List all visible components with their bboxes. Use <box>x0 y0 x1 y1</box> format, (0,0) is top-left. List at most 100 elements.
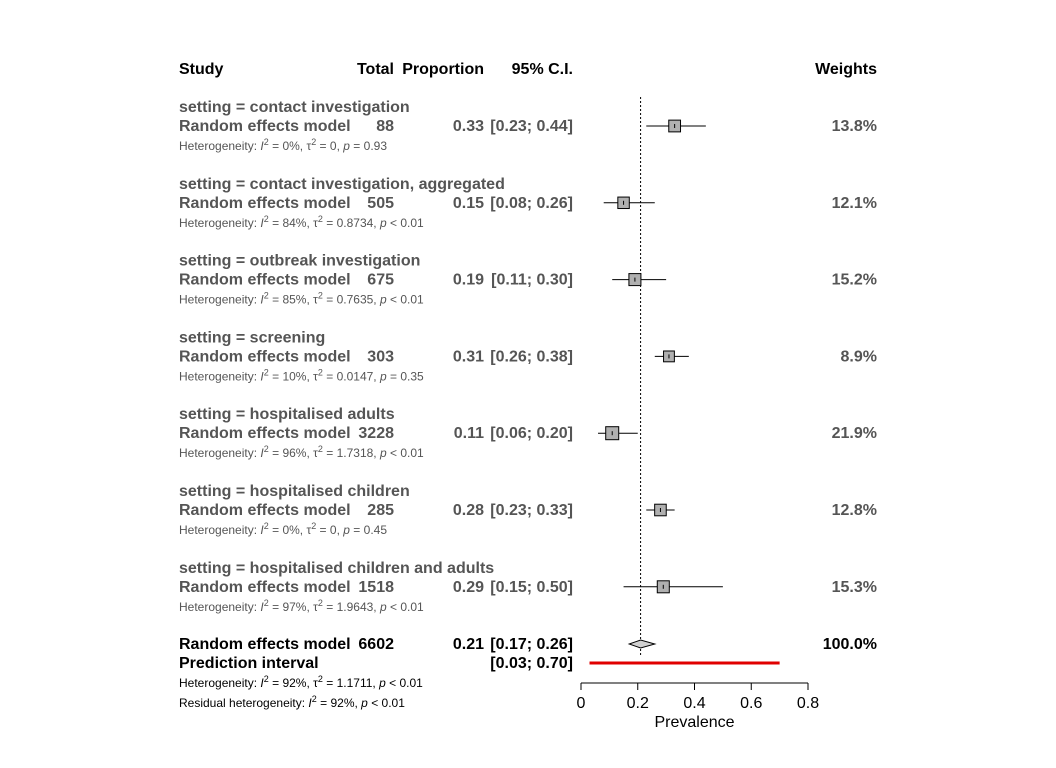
overall-model-label: Random effects model <box>179 636 351 653</box>
het-p-symbol: p <box>379 369 387 383</box>
subgroup-total: 88 <box>376 118 394 135</box>
het-p-value: < 0.01 <box>390 446 424 460</box>
het-p-symbol: p <box>360 696 368 710</box>
het-i2-value: 92% <box>330 696 354 710</box>
het-superscript: 2 <box>264 137 269 147</box>
subgroup-weight: 13.8% <box>832 118 877 135</box>
het-i2-value: 92% <box>282 676 306 690</box>
het-separator: , <box>306 293 313 307</box>
forest-rows: setting = contact investigation Random ef… <box>179 99 877 710</box>
het-i-symbol: I <box>260 676 264 690</box>
het-superscript: 2 <box>264 521 269 531</box>
het-i-symbol: I <box>260 369 264 383</box>
overall-summary: Random effects model 6602 0.21 [0.17; 0.26]… <box>179 636 877 710</box>
het-i-symbol: I <box>260 293 264 307</box>
subgroup-heterogeneity: Heterogeneity: I2 = 10%, τ2 = 0.0147, p … <box>179 367 424 383</box>
subgroup-model-label: Random effects model <box>179 579 351 596</box>
subgroup-title: setting = outbreak investigation <box>179 253 420 270</box>
het-i2-value: 0% <box>282 139 300 153</box>
het-equals: = <box>323 216 337 230</box>
het-tau-symbol: τ <box>313 600 318 614</box>
het-separator: , <box>337 139 344 153</box>
het-tau-symbol: τ <box>306 139 311 153</box>
subgroup-weight: 12.1% <box>832 195 877 212</box>
het-p-symbol: p <box>379 216 387 230</box>
subgroup-model-label: Random effects model <box>179 195 351 212</box>
subgroup-model-label: Random effects model <box>179 425 351 442</box>
subgroup-ci: [0.15; 0.50] <box>490 579 573 596</box>
het-i-symbol: I <box>260 139 264 153</box>
het-separator: , <box>373 216 380 230</box>
header-proportion: Proportion <box>402 61 484 78</box>
het-equals: = <box>269 600 283 614</box>
het-superscript: 2 <box>318 291 323 301</box>
het-tau2-value: 0 <box>330 523 337 537</box>
het-separator: , <box>306 676 313 690</box>
het-prefix: Residual heterogeneity: <box>179 696 308 710</box>
het-superscript: 2 <box>264 444 269 454</box>
het-p-symbol: p <box>342 139 350 153</box>
het-prefix: Heterogeneity: <box>179 139 260 153</box>
residual-heterogeneity: Residual heterogeneity: I2 = 92%, p < 0.… <box>179 694 405 710</box>
het-i2-value: 97% <box>282 600 306 614</box>
prediction-label: Prediction interval <box>179 655 319 672</box>
column-headers: Study Total Proportion 95% C.I. Weights <box>179 61 877 78</box>
prediction-ci: [0.03; 0.70] <box>490 655 573 672</box>
het-separator: , <box>306 446 313 460</box>
subgroup-title: setting = hospitalised adults <box>179 406 395 423</box>
het-separator: , <box>373 293 380 307</box>
x-tick-label-0.4: 0.4 <box>683 695 705 712</box>
subgroup-weight: 15.3% <box>832 579 877 596</box>
subgroup-model-label: Random effects model <box>179 272 351 289</box>
het-equals: = <box>269 446 283 460</box>
het-superscript: 2 <box>318 598 323 608</box>
het-tau-symbol: τ <box>313 216 318 230</box>
het-superscript: 2 <box>318 367 323 377</box>
overall-weight: 100.0% <box>823 636 877 653</box>
subgroup-heterogeneity: Heterogeneity: I2 = 0%, τ2 = 0, p = 0.45 <box>179 521 387 537</box>
het-equals: = <box>323 369 337 383</box>
x-tick-label-0: 0 <box>577 695 586 712</box>
het-tau2-value: 0.8734 <box>337 216 374 230</box>
subgroup-weight: 15.2% <box>832 272 877 289</box>
subgroup-heterogeneity: Heterogeneity: I2 = 97%, τ2 = 1.9643, p … <box>179 598 424 614</box>
het-superscript: 2 <box>311 137 316 147</box>
het-prefix: Heterogeneity: <box>179 293 260 307</box>
header-study: Study <box>179 61 224 78</box>
subgroup-total: 1518 <box>358 579 394 596</box>
het-separator: , <box>372 676 379 690</box>
subgroup-proportion: 0.11 <box>454 425 484 442</box>
het-tau2-value: 1.9643 <box>337 600 374 614</box>
het-equals: = <box>269 369 283 383</box>
subgroup-total: 303 <box>367 348 394 365</box>
het-equals: = <box>269 216 283 230</box>
het-equals: = <box>323 676 337 690</box>
subgroup-weight: 12.8% <box>832 502 877 519</box>
het-tau-symbol: τ <box>313 293 318 307</box>
x-tick-label-0.2: 0.2 <box>627 695 649 712</box>
het-superscript: 2 <box>264 291 269 301</box>
subgroup-3: setting = outbreak investigation Random e… <box>179 253 877 307</box>
het-p-value: = 0.45 <box>353 523 387 537</box>
het-p-value: < 0.01 <box>390 600 424 614</box>
subgroup-title: setting = hospitalised children <box>179 483 410 500</box>
x-axis: 0 0.2 0.4 0.6 0.8 Prevalence <box>577 682 819 731</box>
subgroup-proportion: 0.28 <box>453 502 484 519</box>
header-total: Total <box>357 61 394 78</box>
subgroup-heterogeneity: Heterogeneity: I2 = 85%, τ2 = 0.7635, p … <box>179 291 424 307</box>
het-equals: = <box>316 523 330 537</box>
het-i-symbol: I <box>260 523 264 537</box>
overall-proportion: 0.21 <box>453 636 484 653</box>
overall-ci: [0.17; 0.26] <box>490 636 573 653</box>
het-separator: , <box>373 600 380 614</box>
het-equals: = <box>269 293 283 307</box>
het-prefix: Heterogeneity: <box>179 676 260 690</box>
subgroup-heterogeneity: Heterogeneity: I2 = 0%, τ2 = 0, p = 0.93 <box>179 137 387 153</box>
het-separator: , <box>337 523 344 537</box>
het-tau2-value: 0 <box>330 139 337 153</box>
het-tau2-value: 1.7318 <box>337 446 374 460</box>
x-axis-label: Prevalence <box>654 714 734 731</box>
het-i2-value: 0% <box>282 523 300 537</box>
het-equals: = <box>323 293 337 307</box>
